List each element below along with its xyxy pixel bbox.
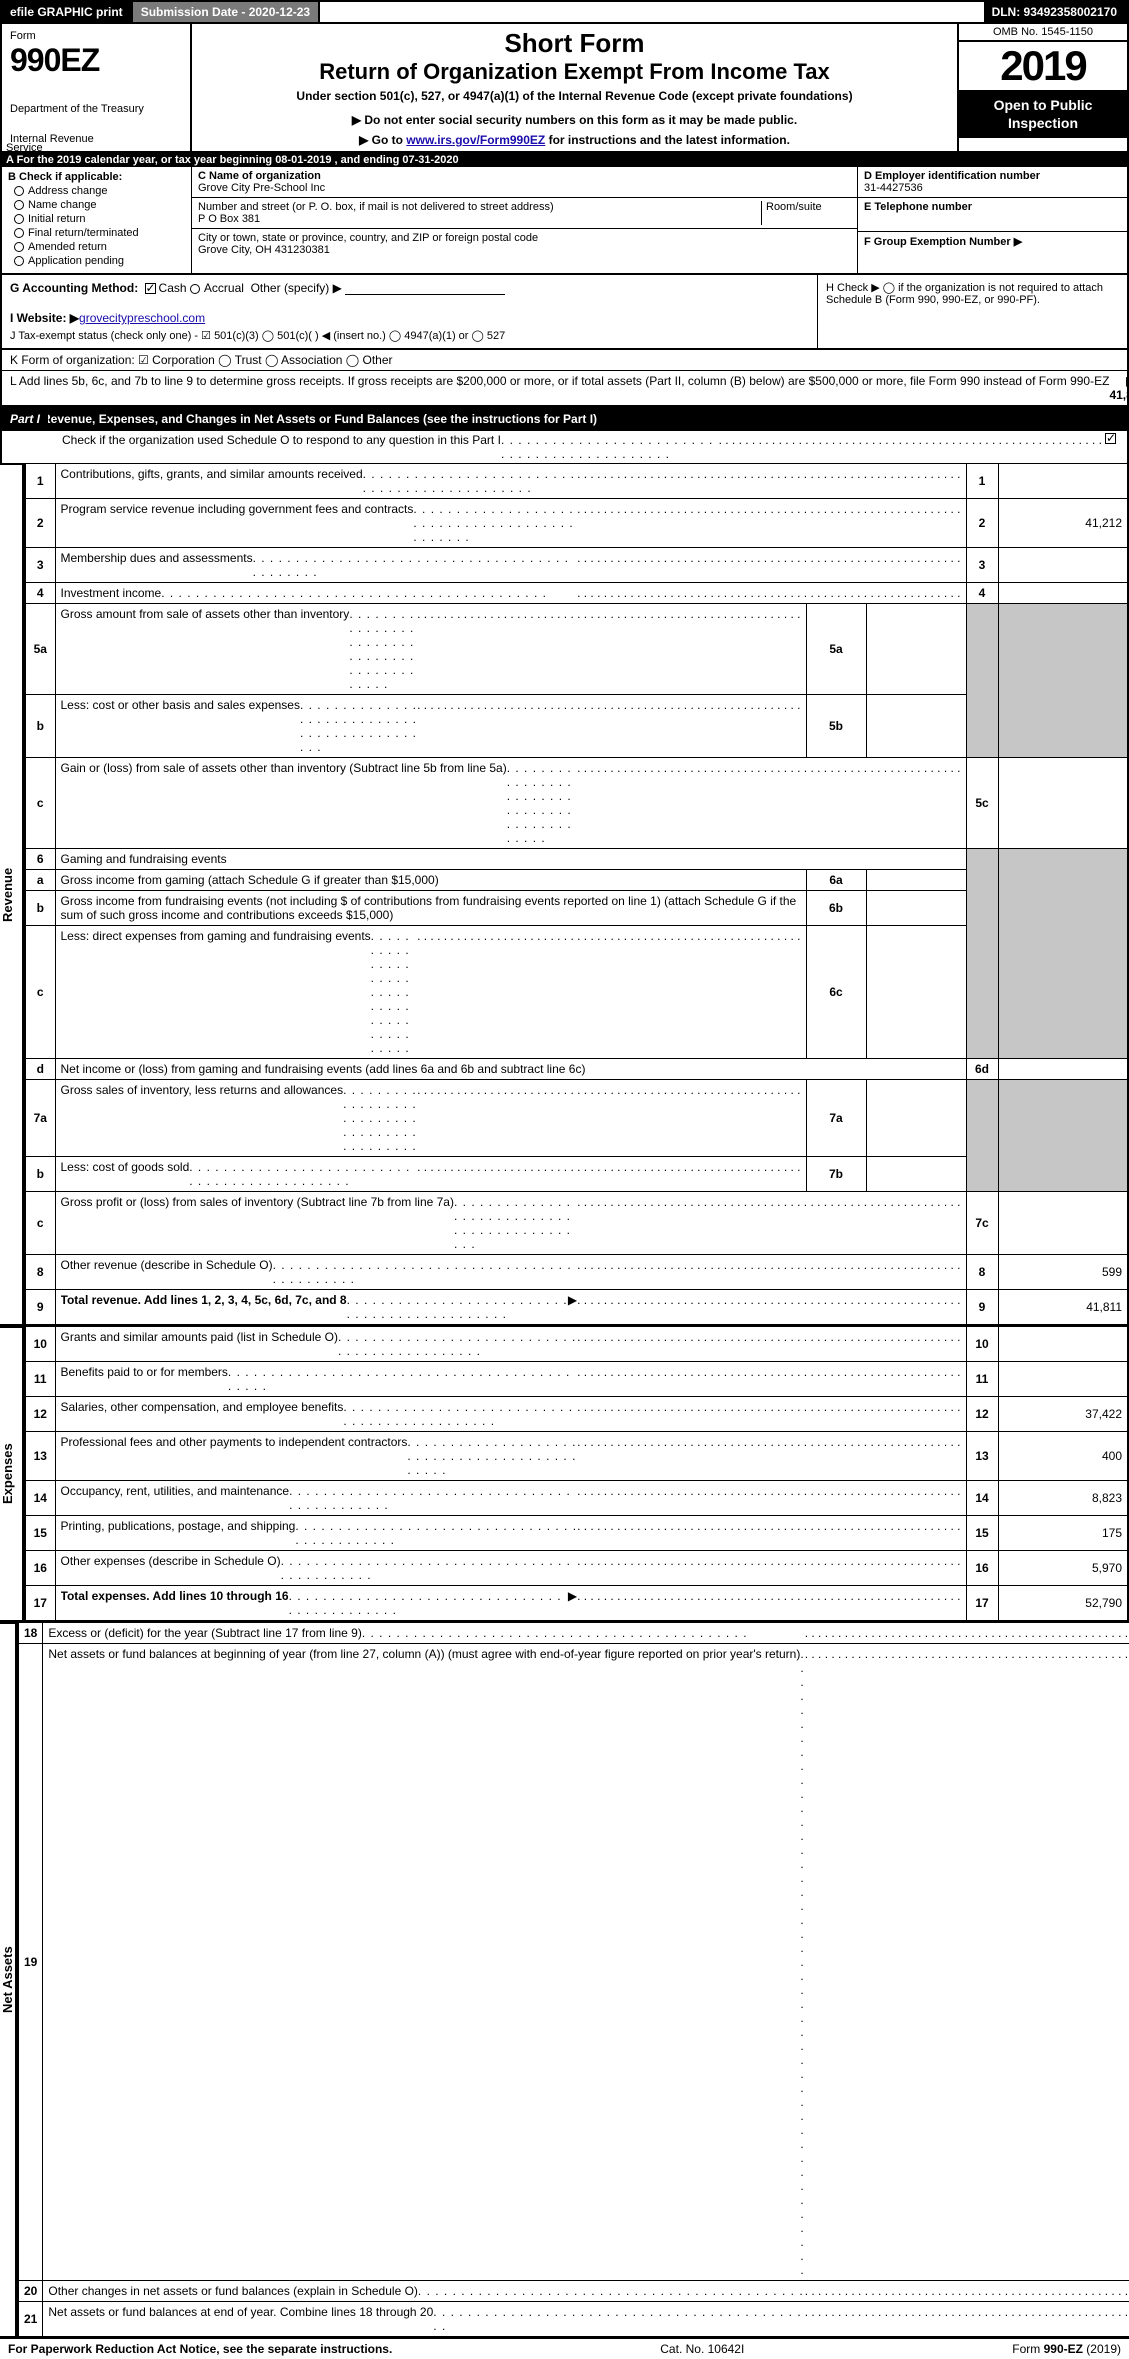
form-rev: Form 990-EZ (2019) <box>1012 2342 1121 2356</box>
efile-label[interactable]: efile GRAPHIC print <box>2 2 133 22</box>
page-footer: For Paperwork Reduction Act Notice, see … <box>0 2338 1129 2359</box>
gh-block: G Accounting Method: Cash Accrual Other … <box>0 275 1129 350</box>
top-bar: efile GRAPHIC print Submission Date - 20… <box>0 0 1129 24</box>
column-b: B Check if applicable: Address change Na… <box>2 167 192 273</box>
form-header: Form 990EZ Department of the Treasury In… <box>0 24 1129 153</box>
room-suite-label: Room/suite <box>761 201 851 225</box>
website-link[interactable]: grovecitypreschool.com <box>79 311 205 325</box>
other-specify-field[interactable] <box>345 281 505 295</box>
d-ein-label: D Employer identification number <box>864 170 1121 182</box>
org-street: P O Box 381 <box>198 213 761 225</box>
open-public: Open to Public Inspection <box>959 90 1127 138</box>
revenue-table: 1Contributions, gifts, grants, and simil… <box>24 463 1129 1326</box>
revenue-section: Revenue 1Contributions, gifts, grants, a… <box>0 463 1129 1326</box>
column-d: D Employer identification number 31-4427… <box>857 167 1127 273</box>
chk-cash[interactable] <box>145 283 156 294</box>
j-tax-exempt: J Tax-exempt status (check only one) - ☑… <box>10 329 809 342</box>
h-schedule-b: H Check ▶ ◯ if the organization is not r… <box>817 275 1127 348</box>
expenses-side-label: Expenses <box>0 1326 24 1622</box>
chk-amended-return[interactable] <box>14 242 24 252</box>
revenue-side-label: Revenue <box>0 463 24 1326</box>
cat-no: Cat. No. 10642I <box>660 2342 744 2356</box>
info-block: B Check if applicable: Address change Na… <box>0 167 1129 275</box>
net-assets-section: Net Assets 18Excess or (deficit) for the… <box>0 1622 1129 2338</box>
g-accounting: G Accounting Method: Cash Accrual Other … <box>10 281 809 295</box>
l-amount: ▶ $ 41,811 <box>1109 374 1129 402</box>
short-form-title: Short Form <box>200 28 949 59</box>
org-city: Grove City, OH 431230381 <box>198 244 851 256</box>
net-assets-table: 18Excess or (deficit) for the year (Subt… <box>17 1622 1129 2338</box>
expenses-table: 10Grants and similar amounts paid (list … <box>24 1326 1129 1622</box>
f-group-label: F Group Exemption Number ▶ <box>864 235 1121 248</box>
chk-address-change[interactable] <box>14 186 24 196</box>
c-name-label: C Name of organization <box>198 170 851 182</box>
expenses-section: Expenses 10Grants and similar amounts pa… <box>0 1326 1129 1622</box>
b-header: B Check if applicable: <box>8 171 185 183</box>
submission-date: Submission Date - 2020-12-23 <box>133 2 320 22</box>
chk-final-return[interactable] <box>14 228 24 238</box>
part-i-label: Part I <box>2 409 48 429</box>
tax-year: 2019 <box>959 42 1127 90</box>
goto-pre: ▶ Go to <box>359 133 406 147</box>
goto-line: ▶ Go to www.irs.gov/Form990EZ for instru… <box>200 133 949 147</box>
chk-initial-return[interactable] <box>14 214 24 224</box>
column-c: C Name of organization Grove City Pre-Sc… <box>192 167 857 273</box>
form-word: Form <box>10 30 182 42</box>
part-i-header: Part I Revenue, Expenses, and Changes in… <box>0 407 1129 431</box>
e-tel-label: E Telephone number <box>864 201 1121 213</box>
goto-post: for instructions and the latest informat… <box>545 133 790 147</box>
chk-application-pending[interactable] <box>14 256 24 266</box>
schedule-o-check-line: Check if the organization used Schedule … <box>0 431 1129 463</box>
c-street-label: Number and street (or P. O. box, if mail… <box>198 201 761 213</box>
chk-accrual[interactable] <box>190 284 200 294</box>
omb-number: OMB No. 1545-1150 <box>959 24 1127 42</box>
ein-value: 31-4427536 <box>864 182 1121 194</box>
k-form-org: K Form of organization: ☑ Corporation ◯ … <box>0 350 1129 371</box>
chk-schedule-o[interactable] <box>1105 433 1116 444</box>
dept-treasury: Department of the Treasury <box>10 103 182 115</box>
net-assets-side-label: Net Assets <box>0 1622 17 2338</box>
under-section-text: Under section 501(c), 527, or 4947(a)(1)… <box>200 89 949 103</box>
org-name: Grove City Pre-School Inc <box>198 182 851 194</box>
l-gross-receipts: L Add lines 5b, 6c, and 7b to line 9 to … <box>0 371 1129 407</box>
part-i-title: Revenue, Expenses, and Changes in Net As… <box>42 412 597 426</box>
i-website: I Website: ▶grovecitypreschool.com <box>10 311 809 325</box>
dln-label: DLN: 93492358002170 <box>984 2 1127 22</box>
form-number: 990EZ <box>10 42 182 79</box>
a-tax-year-line: A For the 2019 calendar year, or tax yea… <box>0 153 1129 167</box>
chk-name-change[interactable] <box>14 200 24 210</box>
ssn-notice: ▶ Do not enter social security numbers o… <box>200 113 949 127</box>
irs-link[interactable]: www.irs.gov/Form990EZ <box>406 133 545 147</box>
return-title: Return of Organization Exempt From Incom… <box>200 59 949 85</box>
paperwork-notice: For Paperwork Reduction Act Notice, see … <box>8 2342 392 2356</box>
c-city-label: City or town, state or province, country… <box>198 232 851 244</box>
